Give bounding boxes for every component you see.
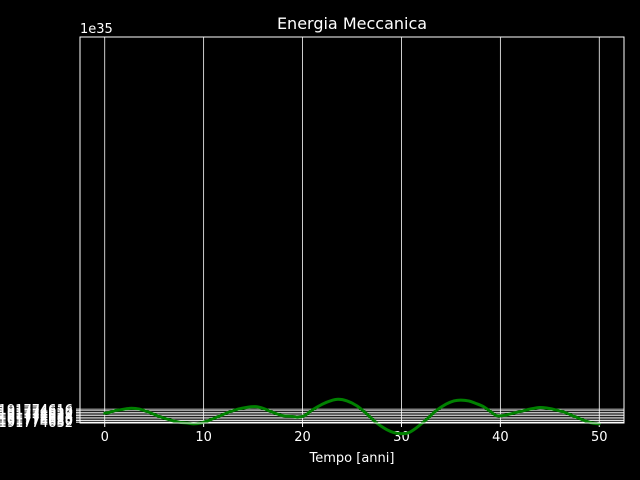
y-tick-label: −2.191774626 (0, 411, 73, 426)
x-tick-label: 20 (294, 430, 311, 445)
y-offset-label: 1e35 (80, 22, 113, 37)
x-tick-label: 10 (195, 430, 212, 445)
series-line (103, 397, 601, 436)
y-tick-label: −2.191774620 (0, 406, 73, 421)
y-tick-label: −2.191774624 (0, 410, 73, 425)
y-tick-label: −2.191774618 (0, 405, 73, 420)
x-axis-label: Tempo [anni] (309, 451, 395, 466)
x-tick-label: 40 (492, 430, 509, 445)
y-tick-label: −2.191774622 (0, 408, 73, 423)
y-tick-label: −2.191774632 (0, 416, 73, 431)
series-group (103, 397, 601, 436)
y-axis-ticks: −2.191774616−2.191774618−2.191774620−2.1… (0, 403, 80, 431)
x-tick-label: 50 (591, 430, 608, 445)
y-tick-label: −2.191774628 (0, 413, 73, 428)
y-tick-label: −2.191774630 (0, 415, 73, 430)
chart-title: Energia Meccanica (277, 14, 427, 33)
plot-frame (79, 36, 625, 424)
x-tick-label: 0 (101, 430, 109, 445)
grid (80, 37, 624, 423)
y-tick-label: −2.191774616 (0, 403, 73, 418)
